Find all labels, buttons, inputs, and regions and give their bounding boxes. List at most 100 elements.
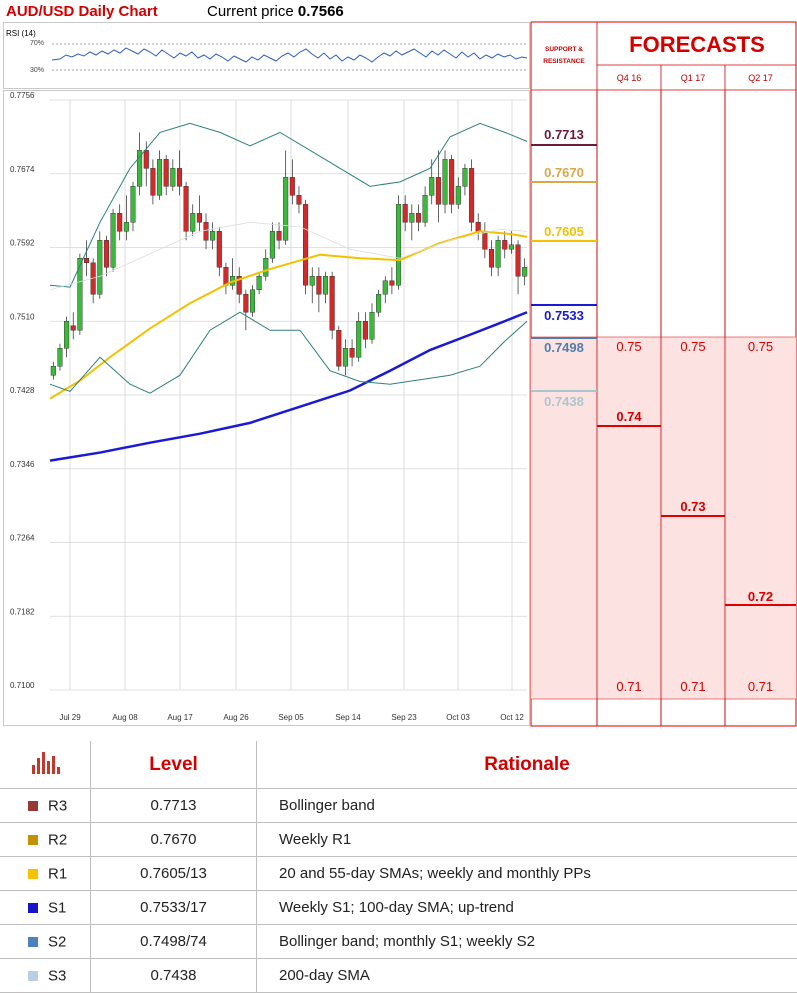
candle-up bbox=[50, 366, 56, 376]
level-rationale: Weekly S1; 100-day SMA; up-trend bbox=[256, 890, 797, 925]
table-row: S2 0.7498/74 Bollinger band; monthly S1; w… bbox=[0, 924, 797, 959]
x-tick-label: Aug 08 bbox=[112, 713, 138, 722]
candle-up bbox=[356, 321, 362, 358]
candle-up bbox=[283, 177, 289, 241]
candle-down bbox=[216, 231, 222, 268]
candle-up bbox=[495, 240, 501, 268]
candle-up bbox=[369, 312, 375, 340]
candle-down bbox=[349, 348, 355, 358]
level-rationale: Bollinger band; monthly S1; weekly S2 bbox=[256, 924, 797, 959]
rsi-label: RSI (14) bbox=[6, 29, 36, 38]
level-rationale: Bollinger band bbox=[256, 788, 797, 823]
bollinger-middle bbox=[49, 221, 528, 291]
candle-down bbox=[176, 168, 182, 187]
forecast-bottom-q1: 0.71 bbox=[680, 679, 706, 694]
rsi-lower-label: 30% bbox=[30, 67, 45, 74]
level-name: S3 bbox=[48, 967, 67, 985]
candle-up bbox=[130, 186, 136, 223]
sr-heading-line1: SUPPORT & bbox=[545, 46, 583, 53]
candle-up bbox=[442, 159, 448, 205]
forecast-bottom-q4: 0.71 bbox=[616, 679, 642, 694]
sr-value-s2: 0.7498 bbox=[544, 340, 584, 355]
candle-up bbox=[522, 267, 528, 277]
table-row: S1 0.7533/17 Weekly S1; 100-day SMA; up-tr… bbox=[0, 890, 797, 925]
candle-down bbox=[402, 204, 408, 223]
sma-55-line bbox=[49, 230, 528, 400]
level-color-swatch bbox=[28, 834, 38, 845]
candle-down bbox=[336, 330, 342, 367]
candle-up bbox=[256, 276, 262, 290]
level-value: 0.7713 bbox=[90, 788, 257, 823]
candle-down bbox=[203, 222, 209, 241]
candle-up bbox=[263, 258, 269, 277]
current-price-label: Current price bbox=[207, 3, 294, 20]
level-value: 0.7498/74 bbox=[90, 924, 257, 959]
level-color-swatch bbox=[28, 902, 38, 913]
candle-down bbox=[296, 195, 302, 205]
candle-down bbox=[389, 280, 395, 286]
level-rationale: 200-day SMA bbox=[256, 958, 797, 993]
x-tick-label: Aug 17 bbox=[167, 713, 193, 722]
candle-up bbox=[322, 276, 329, 295]
level-color-swatch bbox=[28, 800, 38, 811]
bollinger-lower bbox=[49, 311, 528, 394]
sr-value-r2: 0.7670 bbox=[544, 165, 584, 180]
quarter-q1-17: Q1 17 bbox=[680, 73, 706, 83]
candle-up bbox=[249, 289, 256, 313]
forecast-top-q2: 0.75 bbox=[747, 339, 774, 354]
level-name: S2 bbox=[48, 933, 67, 951]
candle-down bbox=[103, 240, 109, 268]
levels-table: Level Rationale R3 0.7713 Bollinger band R2… bbox=[0, 741, 797, 993]
candle-down bbox=[143, 150, 149, 169]
level-color-swatch bbox=[28, 936, 38, 947]
x-tick-label: Jul 29 bbox=[59, 713, 81, 722]
y-tick-label: 0.7428 bbox=[10, 386, 35, 395]
quarter-q2-17: Q2 17 bbox=[748, 73, 773, 83]
level-value: 0.7670 bbox=[90, 822, 257, 857]
forecast-top-q4: 0.75 bbox=[616, 339, 642, 354]
candle-up bbox=[422, 195, 428, 223]
candle-down bbox=[163, 159, 169, 187]
forecast-range-shade bbox=[531, 337, 796, 699]
candle-up bbox=[97, 240, 103, 295]
candle-down bbox=[362, 321, 368, 340]
candle-down bbox=[502, 240, 508, 250]
x-tick-label: Oct 03 bbox=[446, 713, 470, 722]
y-tick-label: 0.7510 bbox=[10, 312, 35, 321]
forecast-top-q1: 0.75 bbox=[680, 339, 706, 354]
sr-value-s3: 0.7438 bbox=[544, 394, 584, 409]
sr-heading-line2: RESISTANCE bbox=[543, 58, 585, 65]
candle-down bbox=[316, 276, 322, 295]
y-tick-label: 0.7182 bbox=[10, 607, 35, 616]
candle-up bbox=[429, 177, 435, 196]
x-tick-label: Oct 12 bbox=[500, 713, 524, 722]
candle-down bbox=[196, 213, 202, 223]
level-name-cell: S3 bbox=[0, 958, 91, 993]
candle-down bbox=[150, 168, 156, 196]
level-value: 0.7533/17 bbox=[90, 890, 257, 925]
candle-down bbox=[415, 213, 421, 223]
level-name-cell: R3 bbox=[0, 788, 91, 823]
level-value: 0.7438 bbox=[90, 958, 257, 993]
candle-up bbox=[462, 168, 468, 187]
candle-up bbox=[396, 204, 402, 286]
candle-up bbox=[110, 213, 116, 268]
current-price: Current price 0.7566 bbox=[207, 3, 344, 20]
candle-down bbox=[70, 325, 76, 331]
x-tick-label: Sep 14 bbox=[335, 713, 361, 722]
table-header-row: Level Rationale bbox=[0, 741, 797, 789]
y-tick-label: 0.7674 bbox=[10, 165, 35, 174]
x-tick-label: Aug 26 bbox=[223, 713, 249, 722]
level-name: S1 bbox=[48, 899, 67, 917]
forecast-mid-q1: 0.73 bbox=[680, 499, 706, 514]
candle-up bbox=[455, 186, 461, 205]
candle-down bbox=[303, 204, 309, 286]
level-name: R1 bbox=[48, 865, 68, 883]
forecast-mid-q2: 0.72 bbox=[747, 589, 774, 604]
candle-down bbox=[289, 177, 295, 196]
candle-up bbox=[157, 159, 163, 196]
candle-up bbox=[342, 348, 348, 367]
candle-down bbox=[449, 159, 455, 205]
level-rationale: 20 and 55-day SMAs; weekly and monthly P… bbox=[256, 856, 797, 891]
candle-up bbox=[77, 258, 83, 331]
